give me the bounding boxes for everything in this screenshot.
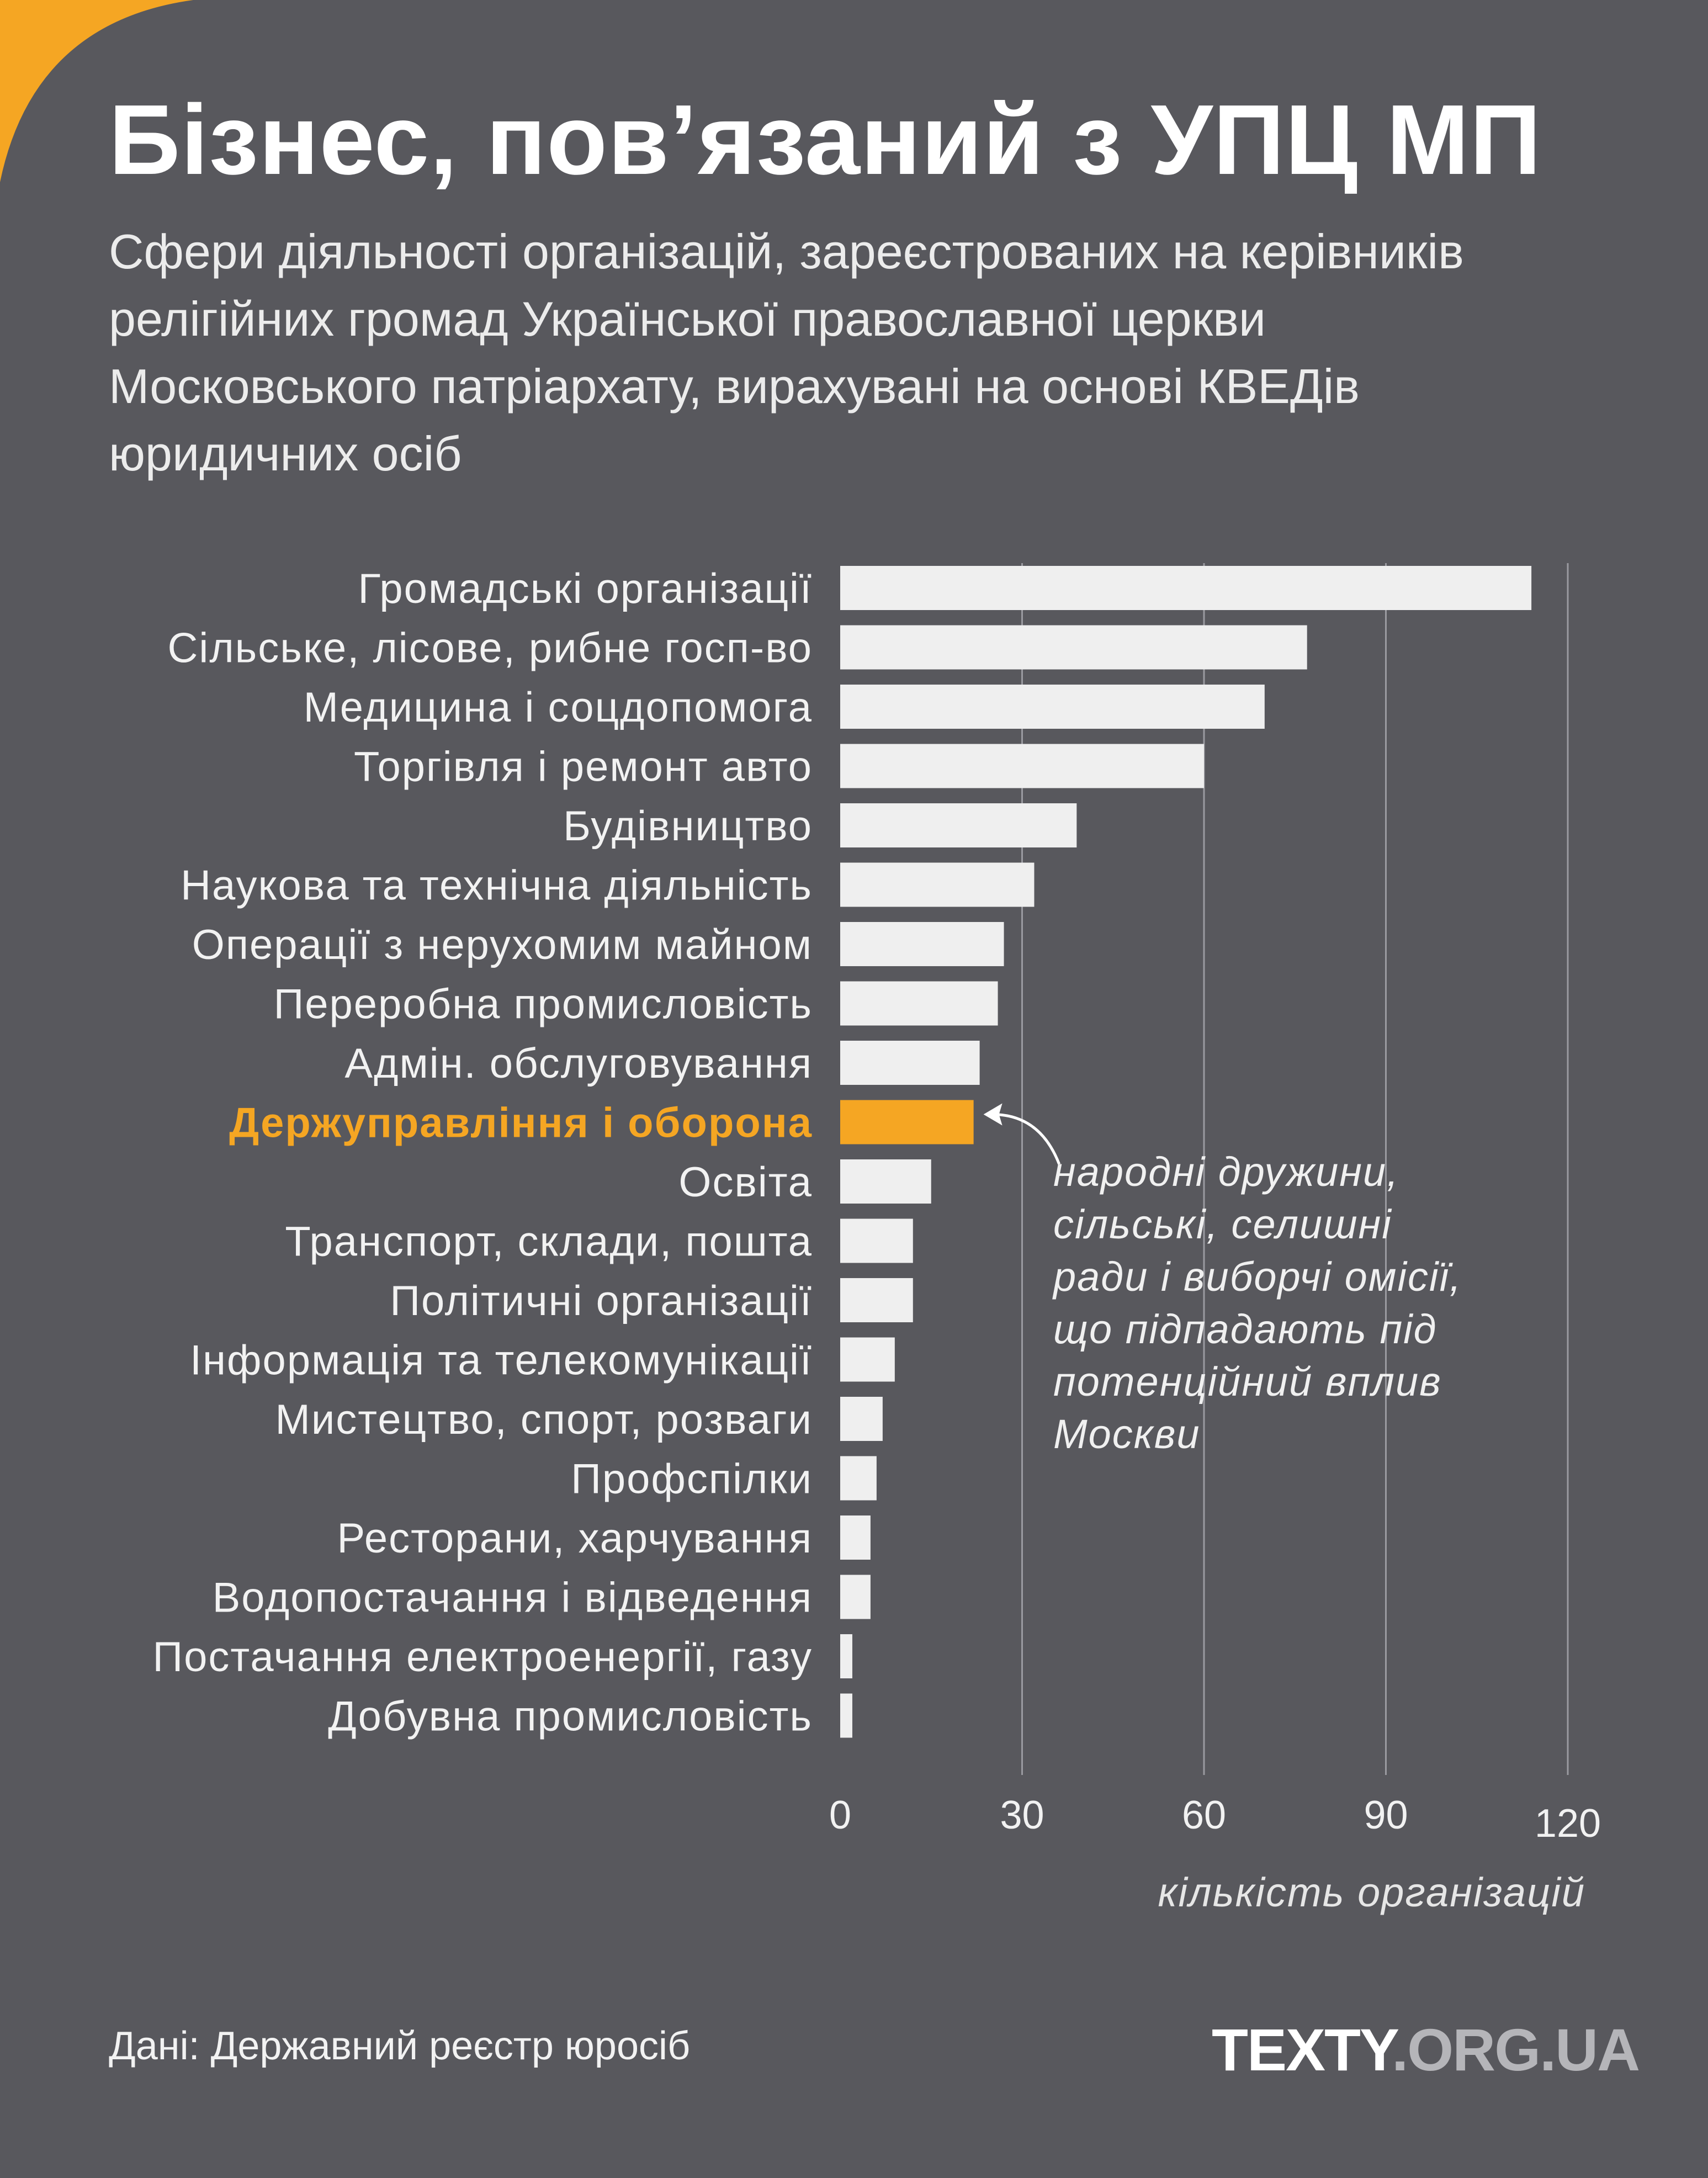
category-label: Медицина і соцдопомога <box>304 684 813 731</box>
bar <box>840 1693 852 1738</box>
bar <box>840 922 1004 966</box>
site-logo: TEXTY.ORG.UA <box>1212 2015 1640 2084</box>
category-label: Добувна промисловість <box>328 1693 813 1740</box>
bar <box>840 1397 883 1441</box>
chart-subtitle: Сфери діяльності організацій, зареєстров… <box>109 218 1627 487</box>
x-tick-labels: 0 30 60 90 120 <box>829 1793 1601 1846</box>
bar <box>840 1575 871 1619</box>
bar <box>840 803 1077 847</box>
annotation-arrow-head <box>983 1103 1002 1126</box>
annotation-line: що підпадають під <box>1053 1306 1438 1352</box>
category-label: Мистецтво, спорт, розваги <box>275 1396 813 1443</box>
category-label: Громадські організації <box>358 565 813 612</box>
bar <box>840 1159 931 1204</box>
category-label: Ресторани, харчування <box>337 1515 813 1562</box>
bar <box>840 862 1035 907</box>
x-tick-label: 90 <box>1364 1793 1408 1837</box>
x-tick-label: 120 <box>1535 1801 1601 1846</box>
category-label: Держуправління і оборона <box>229 1100 813 1147</box>
bar <box>840 1218 913 1263</box>
bar <box>840 1515 871 1560</box>
annotation-arrow <box>983 1103 1060 1165</box>
bar <box>840 566 1532 610</box>
bar <box>840 1634 852 1678</box>
bar <box>840 1041 980 1085</box>
source-note: Дані: Державний реєстр юросіб <box>109 2024 691 2068</box>
annotation-line: потенційний вплив <box>1053 1359 1442 1405</box>
bar <box>840 625 1307 670</box>
category-label: Політичні організації <box>390 1278 813 1324</box>
bar <box>840 1278 913 1322</box>
category-label: Інформація та телекомунікації <box>190 1337 813 1384</box>
bar <box>840 1337 895 1382</box>
x-tick-label: 60 <box>1182 1793 1226 1837</box>
subtitle-line: юридичних осіб <box>109 426 462 481</box>
annotation-line: Москви <box>1053 1411 1201 1457</box>
subtitle-line: Сфери діяльності організацій, зареєстров… <box>109 224 1464 279</box>
subtitle-line: Московського патріархату, вирахувані на … <box>109 359 1360 414</box>
category-label: Будівництво <box>563 803 813 850</box>
category-label: Наукова та технічна діяльність <box>181 862 813 909</box>
category-label: Операції з нерухомим майном <box>192 921 813 968</box>
subtitle-line: релігійних громад Української православн… <box>109 292 1266 346</box>
corner-accent <box>0 0 193 182</box>
x-tick-label: 0 <box>829 1793 851 1837</box>
logo-part-texty: TEXTY <box>1212 2016 1393 2083</box>
annotation-note: народні дружини, сільські, селишні ради … <box>1053 1146 1462 1460</box>
bar <box>840 1100 974 1144</box>
category-label: Профспілки <box>571 1456 813 1503</box>
chart-title: Бізнес, пов’язаний з УПЦ МП <box>109 84 1542 195</box>
annotation-line: сільські, селишні <box>1053 1201 1392 1247</box>
bar <box>840 685 1265 729</box>
bars <box>840 566 1532 1738</box>
logo-part-domain: .ORG.UA <box>1392 2016 1640 2083</box>
bar <box>840 744 1204 788</box>
category-labels: Громадські організації Сільське, лісове, … <box>152 565 813 1740</box>
x-axis-label: кількість організацій <box>1158 1869 1585 1915</box>
category-label: Торгівля і ремонт авто <box>354 744 813 791</box>
category-label: Освіта <box>678 1159 813 1206</box>
category-label: Адмін. обслуговування <box>344 1040 813 1087</box>
bar <box>840 1456 877 1501</box>
bar <box>840 981 998 1026</box>
annotation-line: народні дружини, <box>1053 1149 1399 1195</box>
annotation-line: ради і виборчі омісії, <box>1053 1254 1462 1300</box>
annotation-arrow-line <box>992 1113 1060 1165</box>
category-label: Постачання електроенергії, газу <box>152 1634 813 1681</box>
category-label: Водопостачання і відведення <box>213 1575 813 1621</box>
category-label: Сільське, лісове, рибне госп-во <box>168 625 813 672</box>
x-tick-label: 30 <box>1000 1793 1044 1837</box>
category-label: Транспорт, склади, пошта <box>285 1218 813 1265</box>
category-label: Переробна промисловість <box>274 981 813 1028</box>
